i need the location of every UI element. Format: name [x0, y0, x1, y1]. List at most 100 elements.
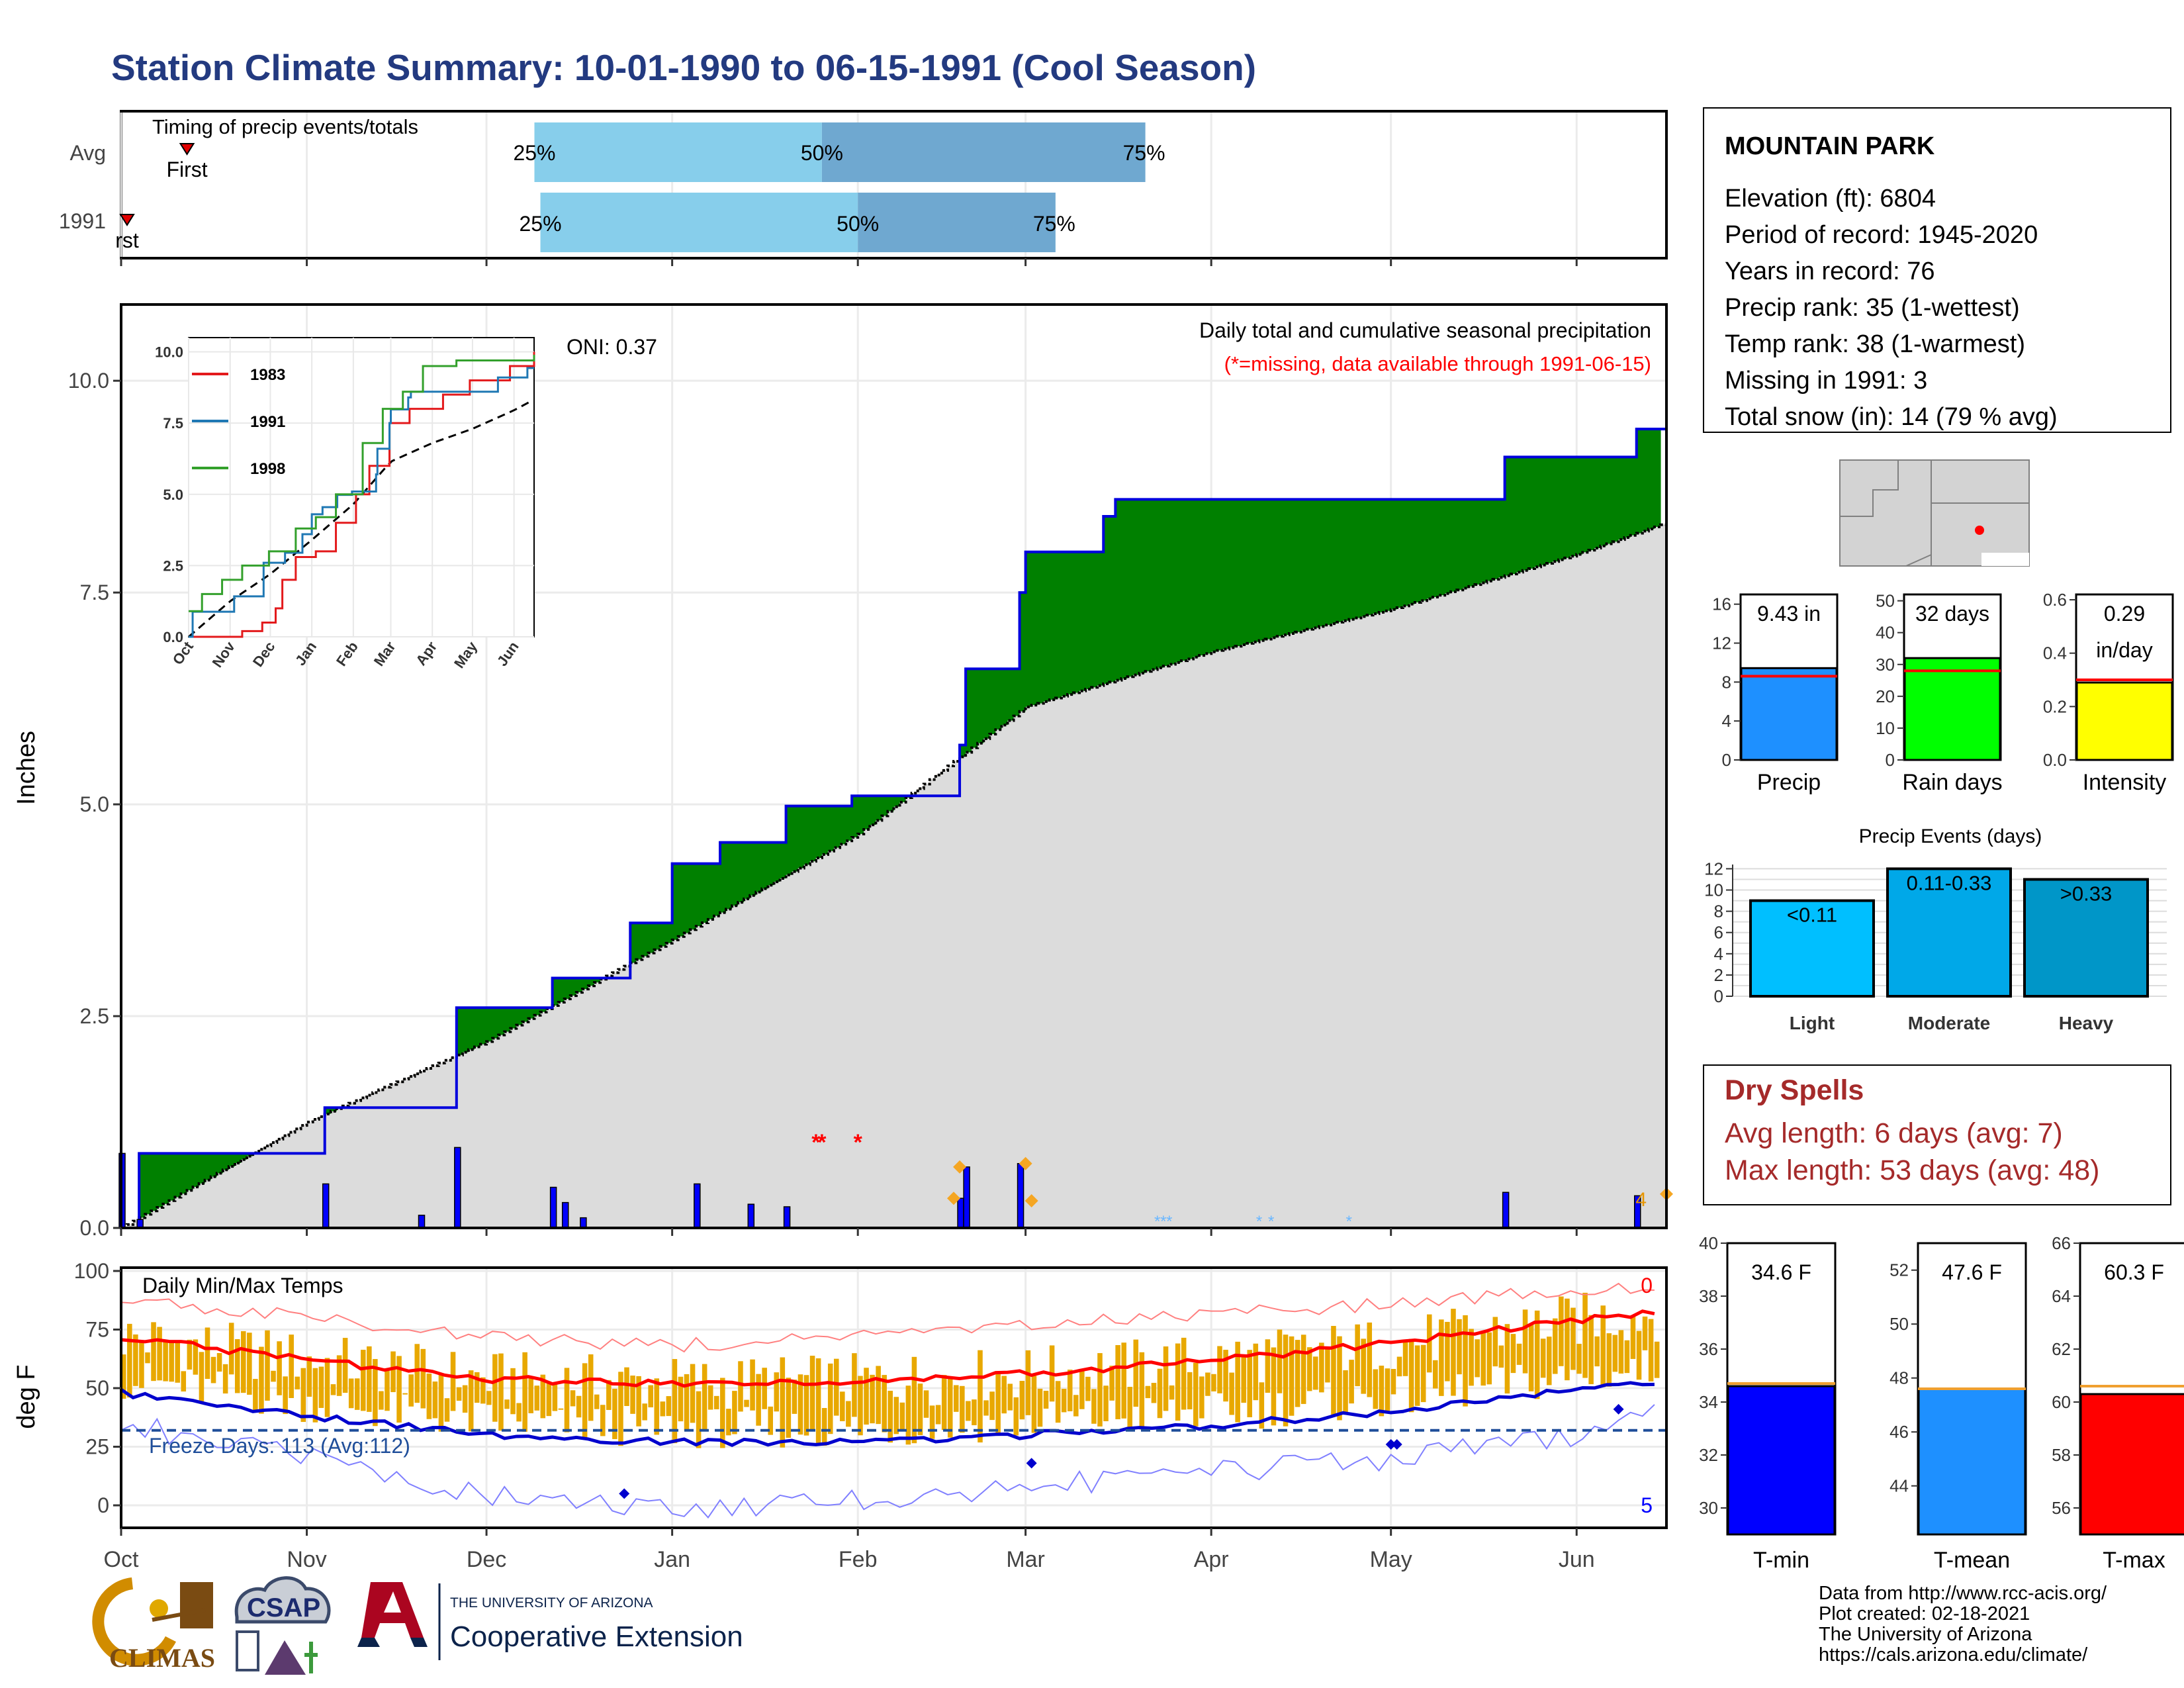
daily-temp-bar [1187, 1372, 1193, 1410]
daily-temp-bar [1510, 1334, 1516, 1374]
daily-temp-bar [1540, 1338, 1546, 1378]
precip-departure-fill [576, 978, 583, 993]
precip-departure-fill [899, 796, 907, 802]
mini-chart-tick-label: 16 [1712, 594, 1731, 614]
precip-departure-fill [1037, 551, 1044, 704]
daily-temp-bar [1546, 1336, 1552, 1385]
precip-note: Daily total and cumulative seasonal prec… [1199, 318, 1651, 342]
daily-temp-bar [1241, 1356, 1246, 1403]
daily-temp-bar [193, 1339, 199, 1375]
precip-missing-note: (*=missing, data available through 1991-… [1224, 352, 1651, 375]
temp-mini-bar [1917, 1387, 2026, 1536]
trace-marker: * [1268, 1213, 1274, 1231]
temp-mini-tick-label: 60 [2052, 1392, 2071, 1412]
daily-temp-bar [1181, 1337, 1187, 1410]
daily-temp-bar [534, 1385, 540, 1411]
precip-departure-fill [726, 842, 733, 910]
daily-temp-bar [666, 1396, 672, 1417]
daily-temp-bar [1654, 1341, 1660, 1378]
daily-temp-bar [1151, 1383, 1157, 1403]
temp-mini-tick-label: 44 [1889, 1476, 1909, 1496]
precip-departure-fill [1289, 499, 1296, 633]
ua-extension-name: Cooperative Extension [450, 1620, 743, 1653]
precip-departure-fill [1306, 499, 1314, 630]
record-low-marker [1391, 1439, 1402, 1450]
precip-departure-fill [1043, 551, 1050, 702]
daily-temp-bar [947, 1376, 953, 1438]
precip-departure-fill [1109, 516, 1116, 682]
precip-departure-fill [821, 806, 829, 855]
mini-chart-value-label: 0.29 [2104, 602, 2145, 626]
daily-temp-bar [1115, 1344, 1120, 1419]
daily-temp-bar [1193, 1362, 1199, 1427]
precip-departure-fill [1115, 499, 1122, 680]
inset-year-line [189, 352, 535, 638]
avg-max-line [120, 1309, 1655, 1388]
daily-temp-bar [1331, 1326, 1336, 1415]
precip-departure-fill [1205, 499, 1212, 654]
precip-departure-fill [175, 1153, 182, 1197]
precip-departure-fill [193, 1153, 200, 1188]
daily-temp-bar [870, 1374, 875, 1424]
daily-temp-bar [954, 1385, 959, 1412]
events-tick-label: 2 [1714, 965, 1723, 985]
daily-temp-bar [792, 1380, 797, 1414]
precip-departure-fill [1300, 499, 1308, 631]
temp-mini-tick-label: 50 [1889, 1314, 1909, 1334]
daily-temp-bar [1121, 1342, 1126, 1419]
daily-temp-bar [1199, 1376, 1205, 1419]
timing-quantile-label: 50% [801, 141, 843, 165]
daily-temp-bar [654, 1378, 660, 1435]
daily-temp-bar [1408, 1338, 1414, 1413]
daily-temp-bar [833, 1358, 839, 1416]
precip-departure-fill [474, 1008, 481, 1047]
daily-temp-bar [1402, 1339, 1408, 1376]
daily-temp-bar [929, 1405, 935, 1439]
precip-panel: * * * * * * 0.02.55.07.510.0 Inches Daily tot… [13, 303, 1673, 1240]
daily-temp-bar [426, 1373, 432, 1419]
daily-temp-bar [1277, 1329, 1283, 1393]
daily-temp-bar [768, 1406, 773, 1435]
daily-temp-bar [905, 1385, 911, 1445]
precip-departure-fill [827, 806, 835, 851]
timing-quantile-label: 50% [837, 212, 879, 236]
daily-temp-bar [893, 1397, 899, 1434]
precip-departure-fill [1486, 499, 1494, 581]
precip-departure-fill [1253, 499, 1260, 642]
daily-temp-bar [312, 1368, 318, 1423]
daily-temp-bar [983, 1400, 989, 1416]
precip-departure-fill [1457, 499, 1463, 590]
daily-temp-bar [342, 1338, 348, 1393]
precip-departure-fill [1534, 457, 1541, 567]
daily-precip-bar [1502, 1192, 1510, 1229]
daily-temp-bar [1463, 1315, 1468, 1407]
daily-temp-bar [1390, 1369, 1396, 1395]
precip-departure-fill [768, 842, 775, 886]
events-bar-range: 0.11-0.33 [1907, 871, 1992, 894]
precip-departure-fill [1007, 669, 1015, 721]
daily-temp-bar [1085, 1376, 1091, 1401]
precip-departure-fill [1259, 499, 1266, 641]
record-low-marker [1385, 1439, 1396, 1450]
daily-temp-bar [1594, 1336, 1600, 1367]
precip-departure-fill [1504, 457, 1512, 576]
daily-temp-bar [1504, 1324, 1510, 1394]
precip-departure-fill [486, 1008, 493, 1042]
precip-departure-fill [707, 863, 715, 919]
daily-temp-bar [504, 1399, 510, 1409]
month-label: Feb [839, 1547, 878, 1572]
inset-year-line [189, 354, 535, 612]
daily-temp-bar [1247, 1350, 1253, 1417]
daily-temp-bar [1445, 1321, 1450, 1382]
temp-mini-tick-label: 46 [1889, 1422, 1909, 1442]
daily-temp-bar [738, 1361, 743, 1412]
mini-bar-charts: 0 4 8 12 16 9.43 in Precip 0 10 20 30 40 50 32 days Ra… [1712, 590, 2174, 795]
precip-departure-fill [1217, 499, 1224, 651]
precip-departure-fill [690, 863, 697, 930]
daily-temp-bar [1606, 1333, 1612, 1387]
precip-departure-fill [1319, 499, 1326, 627]
locator-map [1839, 459, 2030, 567]
precip-departure-fill [648, 923, 655, 953]
precip-departure-fill [797, 806, 805, 868]
daily-temp-bar [336, 1355, 342, 1396]
